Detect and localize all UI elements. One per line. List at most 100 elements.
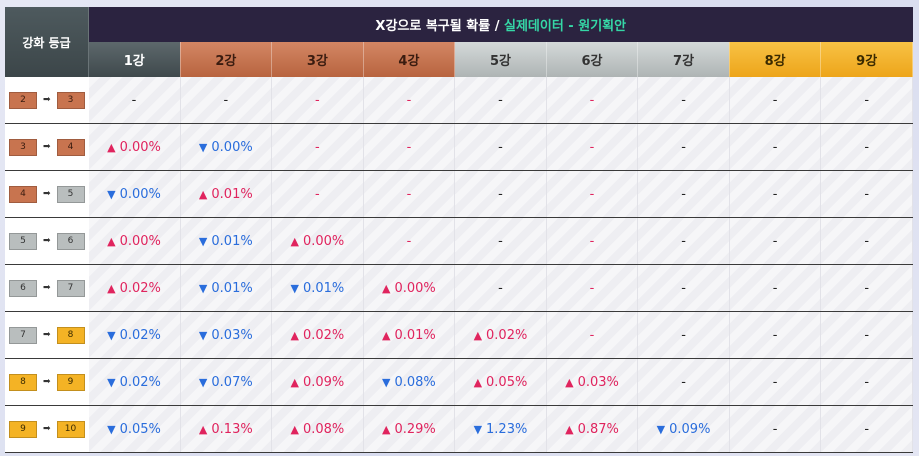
restore-probability-table: 강화 등급 X강으로 복구될 확률 / 실제데이터 - 원기획안 1강 2강 3강 4… [5,7,913,453]
probability-value: 0.00% [394,280,436,296]
column-header-2: 2강 [180,42,273,77]
probability-cell: - [546,264,639,312]
empty-value: - [498,139,503,155]
probability-value: 0.02% [486,327,528,343]
probability-cell: - [729,311,822,359]
arrow-right-icon: ➡ [42,283,51,293]
probability-value: 0.00% [119,186,161,202]
probability-cell: - [363,77,456,124]
probability-cell: - [88,77,181,124]
probability-cell: - [271,123,364,171]
column-header-3: 3강 [271,42,364,77]
probability-cell: ▼ 0.00% [88,170,181,218]
empty-value: - [864,139,870,155]
probability-cell: - [820,77,913,124]
title-main: X강으로 복구될 확률 / [375,19,500,34]
to-grade-badge: 4 [56,138,85,156]
triangle-up-icon: ▲ [473,375,483,389]
probability-cell: - [546,217,639,265]
triangle-up-icon: ▲ [107,234,116,248]
arrow-right-icon: ➡ [42,424,51,434]
probability-value: 0.02% [302,327,345,343]
column-header-4: 4강 [363,42,456,77]
empty-value: - [681,139,686,155]
from-grade-badge: 2 [8,91,37,109]
probability-value: 0.01% [211,186,253,202]
empty-value: - [681,233,686,249]
empty-value: - [315,92,320,108]
column-header-8: 8강 [729,42,822,77]
empty-value: - [406,233,412,249]
probability-cell: ▲ 0.00% [88,123,181,171]
probability-value: 0.08% [302,421,345,437]
probability-cell: - [454,264,547,312]
table-row: 6 ➡ 7 ▲ 0.02% ▼ 0.01% ▼ 0.01% ▲ 0.00% - - - - - [5,264,913,312]
probability-value: 0.29% [394,421,436,437]
probability-cell: - [729,123,822,171]
empty-value: - [864,327,870,343]
probability-cell: - [729,358,822,406]
probability-cell: - [637,358,730,406]
from-grade-badge: 5 [8,232,37,250]
probability-value: 1.23% [486,421,528,437]
from-grade-badge: 7 [8,326,37,344]
probability-value: 0.02% [119,280,161,296]
probability-cell: ▼ 0.00% [180,123,273,171]
probability-cell: - [820,405,913,453]
probability-cell: ▲ 0.13% [180,405,273,453]
triangle-up-icon: ▲ [290,328,299,342]
probability-cell: - [637,170,730,218]
empty-value: - [772,374,778,390]
probability-cell: ▼ 0.05% [88,405,181,453]
to-grade-badge: 10 [56,420,85,438]
probability-cell: ▼ 0.01% [271,264,364,312]
probability-cell: - [363,217,456,265]
triangle-down-icon: ▼ [107,328,116,342]
probability-value: 0.03% [211,327,253,343]
probability-cell: - [637,264,730,312]
empty-value: - [498,233,503,249]
arrow-right-icon: ➡ [42,330,51,340]
column-header-9: 9강 [820,42,913,77]
triangle-down-icon: ▼ [290,281,299,295]
empty-value: - [498,280,503,296]
probability-cell: - [820,217,913,265]
probability-cell: ▼ 0.09% [637,405,730,453]
probability-cell: - [820,123,913,171]
probability-cell: - [729,217,822,265]
triangle-up-icon: ▲ [290,234,299,248]
from-grade-badge: 9 [8,420,37,438]
column-header-5: 5강 [454,42,547,77]
empty-value: - [772,186,778,202]
triangle-down-icon: ▼ [656,422,666,436]
column-header-1: 1강 [88,42,181,77]
probability-cell: ▼ 1.23% [454,405,547,453]
probability-cell: ▲ 0.09% [271,358,364,406]
empty-value: - [864,280,870,296]
probability-cell: ▲ 0.01% [180,170,273,218]
to-grade-badge: 7 [56,279,85,297]
arrow-right-icon: ➡ [42,95,51,105]
arrow-right-icon: ➡ [42,189,51,199]
triangle-down-icon: ▼ [198,140,208,154]
grade-cell: 5 ➡ 6 [5,217,89,265]
probability-cell: ▼ 0.07% [180,358,273,406]
triangle-up-icon: ▲ [382,422,391,436]
probability-value: 0.09% [669,421,711,437]
probability-value: 0.87% [577,421,619,437]
grade-cell: 9 ➡ 10 [5,405,89,453]
title-accent: 실제데이터 - 원기획안 [503,19,627,34]
arrow-right-icon: ➡ [42,377,51,387]
from-grade-badge: 8 [8,373,37,391]
table-row: 7 ➡ 8 ▼ 0.02% ▼ 0.03% ▲ 0.02% ▲ 0.01% ▲ 0.02% - - - - [5,311,913,359]
from-grade-badge: 3 [8,138,37,156]
probability-cell: - [729,170,822,218]
empty-value: - [589,280,595,296]
empty-value: - [681,374,686,390]
from-grade-badge: 4 [8,185,37,203]
empty-value: - [589,186,595,202]
from-grade-badge: 6 [8,279,37,297]
probability-value: 0.05% [119,421,161,437]
probability-cell: - [454,170,547,218]
probability-value: 0.01% [211,233,253,249]
